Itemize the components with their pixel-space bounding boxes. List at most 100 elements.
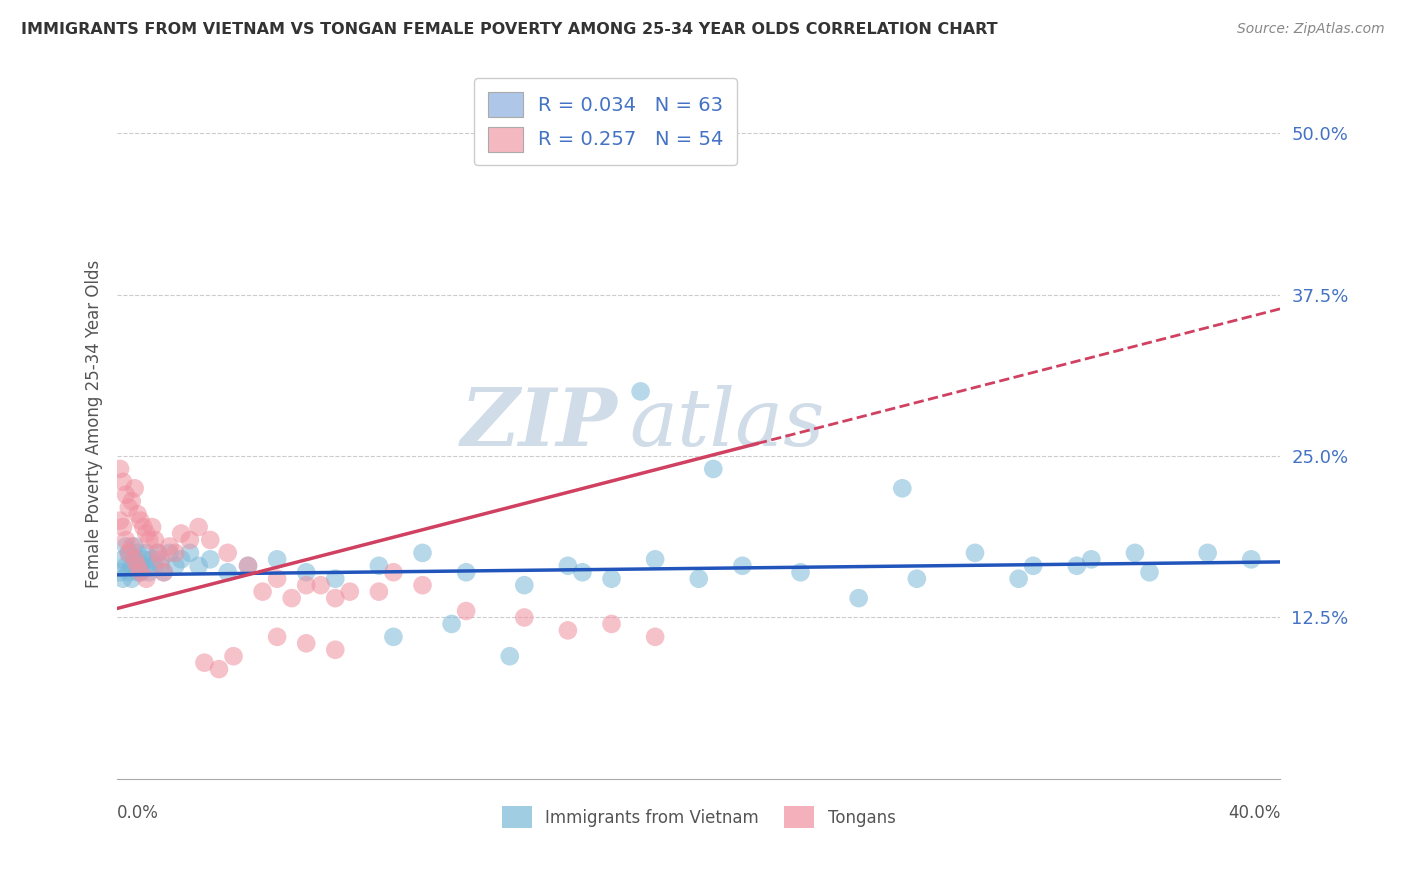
Text: ZIP: ZIP	[461, 385, 617, 462]
Point	[135, 558, 157, 573]
Point	[159, 546, 181, 560]
Point	[789, 566, 811, 580]
Point	[135, 526, 157, 541]
Point	[124, 552, 146, 566]
Point	[146, 546, 169, 560]
Point	[200, 533, 222, 547]
Point	[252, 584, 274, 599]
Point	[731, 558, 754, 573]
Point	[132, 552, 155, 566]
Point	[108, 566, 131, 580]
Point	[129, 558, 152, 573]
Point	[848, 591, 870, 606]
Point	[280, 591, 302, 606]
Point	[138, 533, 160, 547]
Point	[367, 584, 389, 599]
Point	[108, 462, 131, 476]
Point	[236, 558, 259, 573]
Point	[118, 500, 141, 515]
Point	[600, 572, 623, 586]
Point	[1007, 572, 1029, 586]
Point	[600, 616, 623, 631]
Point	[382, 630, 405, 644]
Point	[118, 566, 141, 580]
Point	[170, 526, 193, 541]
Point	[135, 572, 157, 586]
Point	[129, 514, 152, 528]
Point	[152, 566, 174, 580]
Point	[412, 578, 434, 592]
Point	[266, 572, 288, 586]
Point	[688, 572, 710, 586]
Point	[499, 649, 522, 664]
Point	[111, 520, 134, 534]
Y-axis label: Female Poverty Among 25-34 Year Olds: Female Poverty Among 25-34 Year Olds	[86, 260, 103, 588]
Point	[513, 578, 536, 592]
Point	[124, 481, 146, 495]
Point	[165, 546, 187, 560]
Point	[159, 540, 181, 554]
Point	[121, 494, 143, 508]
Point	[127, 558, 149, 573]
Point	[129, 566, 152, 580]
Legend: Immigrants from Vietnam, Tongans: Immigrants from Vietnam, Tongans	[495, 800, 903, 835]
Point	[1139, 566, 1161, 580]
Point	[129, 566, 152, 580]
Point	[905, 572, 928, 586]
Point	[165, 558, 187, 573]
Point	[440, 616, 463, 631]
Point	[121, 558, 143, 573]
Point	[963, 546, 986, 560]
Point	[382, 566, 405, 580]
Point	[309, 578, 332, 592]
Point	[143, 533, 166, 547]
Point	[111, 572, 134, 586]
Point	[557, 558, 579, 573]
Point	[217, 566, 239, 580]
Point	[323, 642, 346, 657]
Point	[170, 552, 193, 566]
Point	[132, 520, 155, 534]
Point	[1197, 546, 1219, 560]
Point	[630, 384, 652, 399]
Point	[146, 546, 169, 560]
Point	[141, 552, 163, 566]
Point	[456, 566, 478, 580]
Point	[295, 578, 318, 592]
Point	[222, 649, 245, 664]
Point	[149, 558, 172, 573]
Point	[179, 533, 201, 547]
Point	[127, 546, 149, 560]
Point	[187, 558, 209, 573]
Point	[513, 610, 536, 624]
Text: 0.0%: 0.0%	[117, 804, 159, 822]
Point	[1240, 552, 1263, 566]
Point	[111, 552, 134, 566]
Point	[1066, 558, 1088, 573]
Point	[118, 546, 141, 560]
Point	[179, 546, 201, 560]
Point	[702, 462, 724, 476]
Point	[115, 558, 138, 573]
Point	[1123, 546, 1146, 560]
Point	[339, 584, 361, 599]
Point	[108, 514, 131, 528]
Point	[323, 572, 346, 586]
Point	[124, 552, 146, 566]
Point	[644, 552, 666, 566]
Point	[121, 540, 143, 554]
Point	[1022, 558, 1045, 573]
Point	[412, 546, 434, 560]
Point	[115, 488, 138, 502]
Point	[127, 566, 149, 580]
Point	[118, 546, 141, 560]
Point	[266, 630, 288, 644]
Point	[295, 566, 318, 580]
Point	[187, 520, 209, 534]
Point	[138, 566, 160, 580]
Point	[208, 662, 231, 676]
Point	[557, 624, 579, 638]
Point	[121, 572, 143, 586]
Text: IMMIGRANTS FROM VIETNAM VS TONGAN FEMALE POVERTY AMONG 25-34 YEAR OLDS CORRELATI: IMMIGRANTS FROM VIETNAM VS TONGAN FEMALE…	[21, 22, 998, 37]
Point	[1080, 552, 1102, 566]
